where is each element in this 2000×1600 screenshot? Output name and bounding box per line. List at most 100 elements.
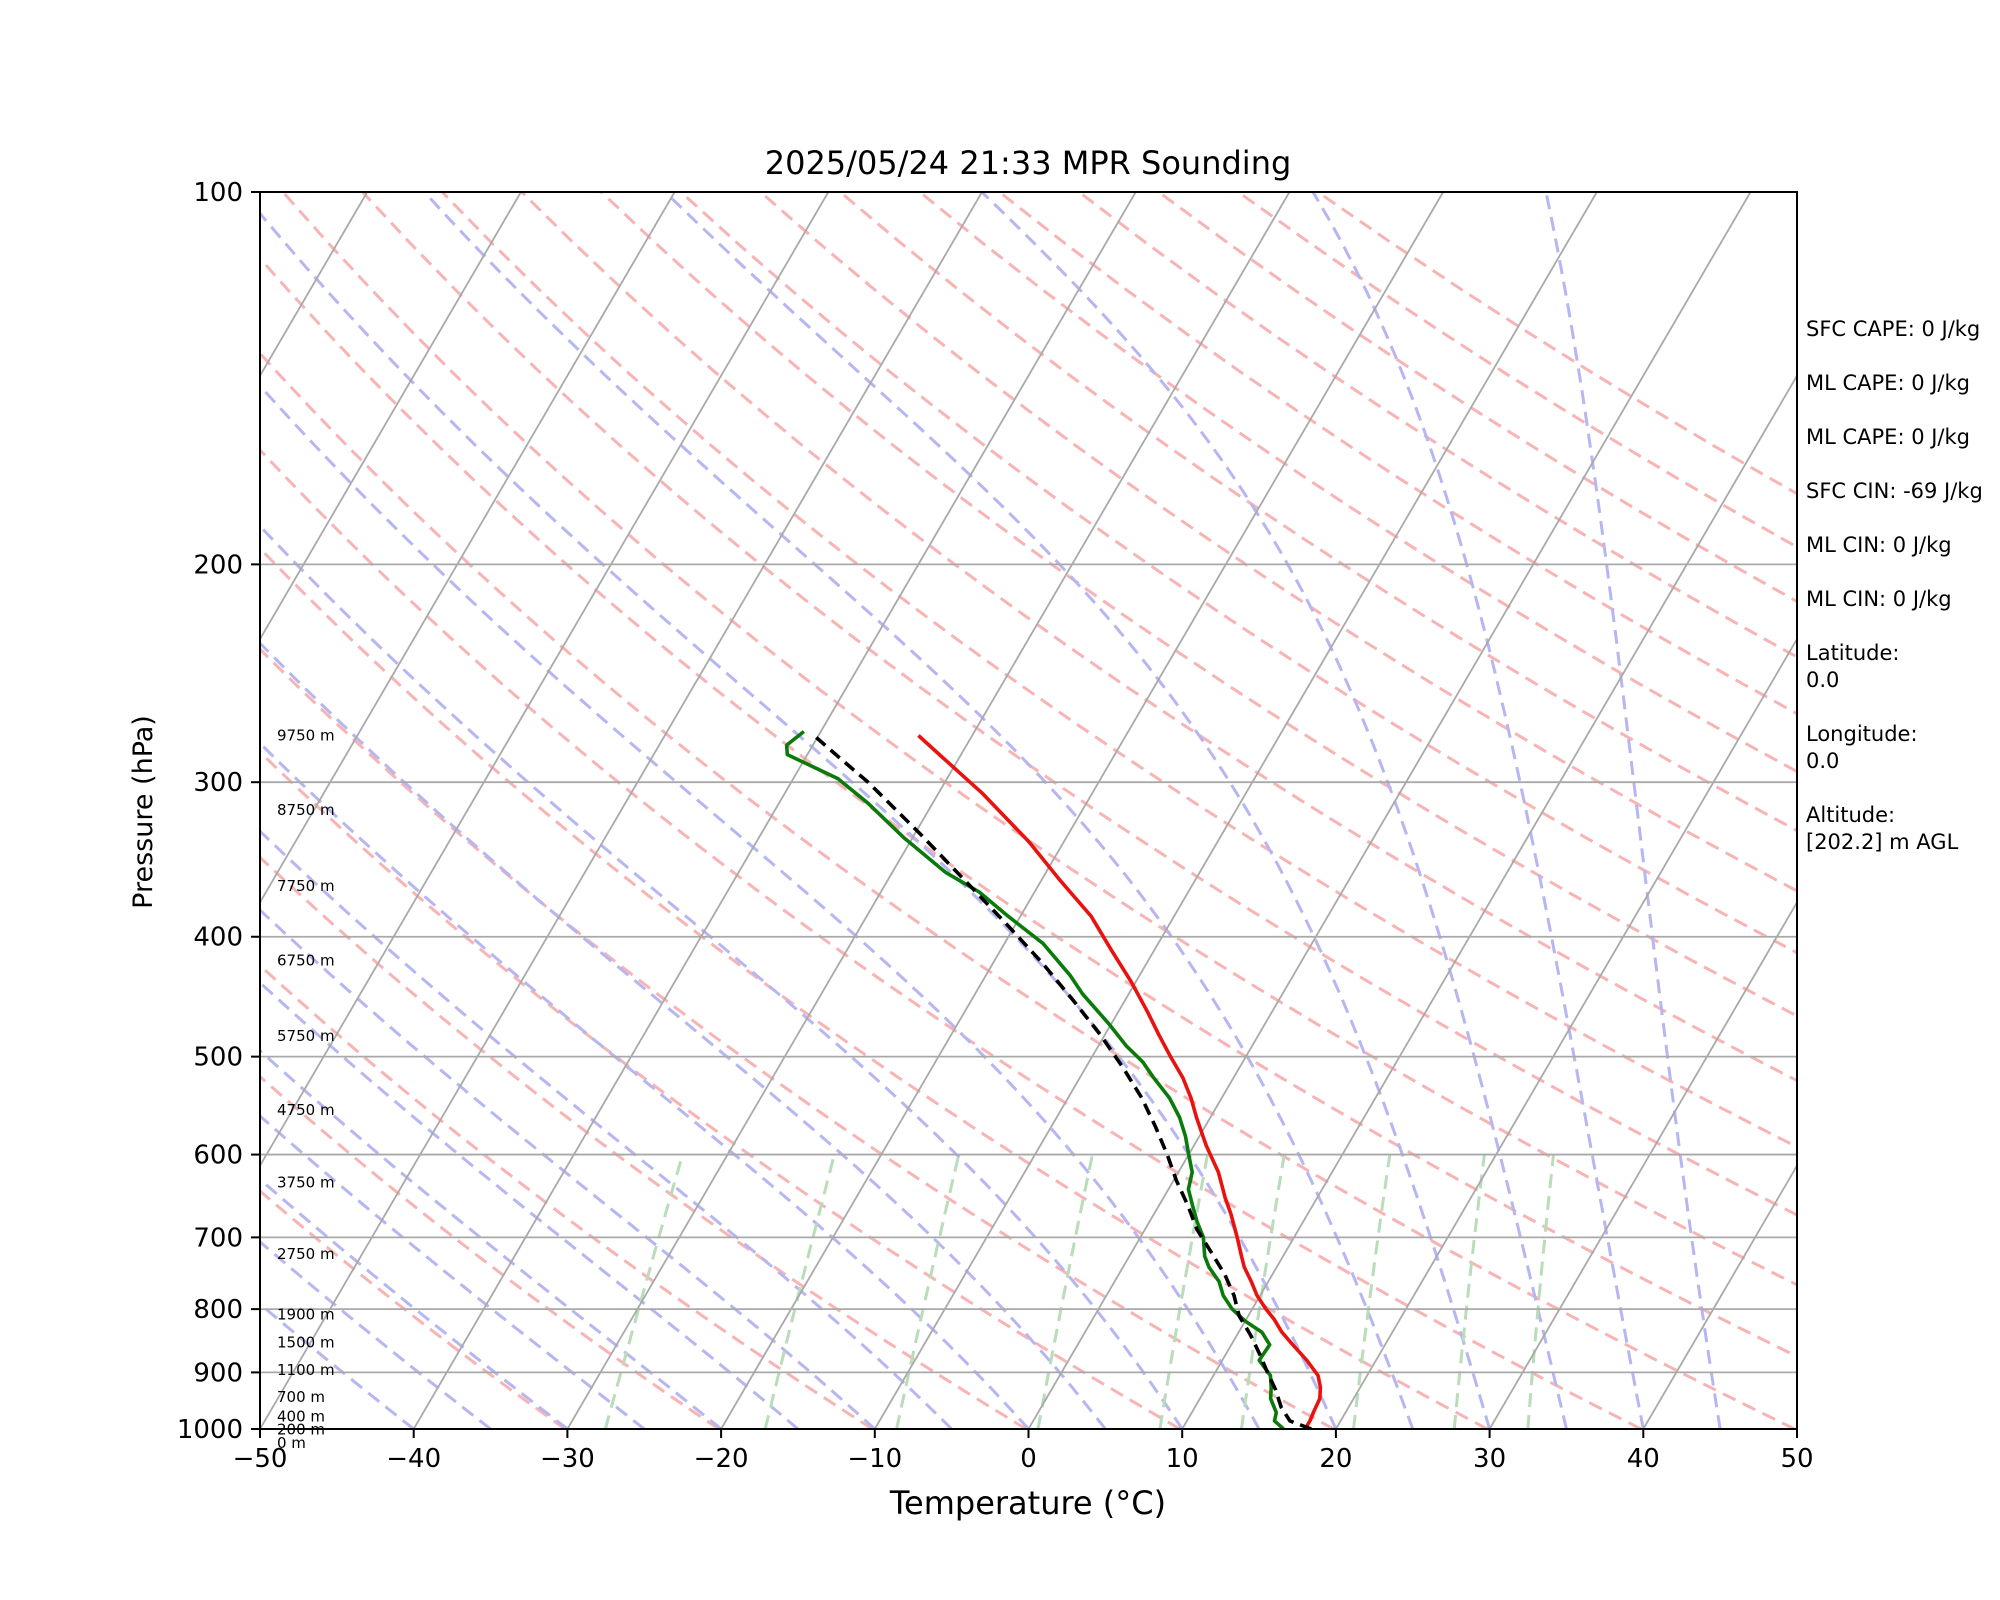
x-tick-label: 0 xyxy=(1020,1444,1037,1474)
height-label: 0 m xyxy=(277,1434,306,1452)
dry-adiabat xyxy=(260,256,1797,1359)
sounding-profiles xyxy=(784,730,1323,1429)
isotherm xyxy=(720,192,1444,1429)
dry-adiabat xyxy=(600,192,1797,1018)
x-axis: −50 −40 −30 −20 −10 0 10 20 30 40 50 xyxy=(233,1429,1814,1474)
moist-adiabat xyxy=(423,192,1415,1429)
moist-adiabat xyxy=(260,829,953,1429)
dry-adiabat xyxy=(441,192,1797,1149)
y-tick-label: 500 xyxy=(193,1043,243,1073)
stat-latitude: Latitude: 0.0 xyxy=(1806,641,1900,692)
moist-adiabat xyxy=(260,211,1338,1429)
sounding-stats-panel: SFC CAPE: 0 J/kg ML CAPE: 0 J/kg ML CAPE… xyxy=(1806,316,1996,883)
moist-adiabat xyxy=(980,192,1568,1429)
stat-sfc-cin: SFC CIN: -69 J/kg xyxy=(1806,479,1983,503)
moist-adiabat xyxy=(260,1302,415,1429)
x-tick-label: 50 xyxy=(1780,1444,1813,1474)
x-axis-label: Temperature (°C) xyxy=(889,1484,1166,1522)
moist-adiabat xyxy=(260,523,1184,1429)
moist-adiabat xyxy=(1311,192,1645,1429)
temperature-profile xyxy=(917,734,1323,1429)
dry-adiabat xyxy=(260,963,874,1429)
y-tick-label: 300 xyxy=(193,768,243,798)
mixing-ratio-line xyxy=(1526,1154,1555,1429)
isotherm xyxy=(260,192,676,905)
dewpoint-profile xyxy=(784,730,1285,1429)
isotherm xyxy=(260,192,522,641)
stat-ml-cape-2: ML CAPE: 0 J/kg xyxy=(1806,425,1971,449)
y-tick-label: 400 xyxy=(193,923,243,953)
moist-adiabat xyxy=(260,741,1030,1429)
dry-adiabat xyxy=(281,192,1797,1287)
mixing-ratio-line xyxy=(1036,1154,1094,1429)
x-tick-label: −20 xyxy=(694,1444,749,1474)
stat-ml-cin: ML CIN: 0 J/kg xyxy=(1806,533,1952,557)
stat-ml-cape: ML CAPE: 0 J/kg xyxy=(1806,371,1971,395)
moist-adiabat xyxy=(260,641,1107,1429)
y-axis-label: Pressure (hPa) xyxy=(128,715,159,909)
x-tick-label: 40 xyxy=(1627,1444,1660,1474)
y-tick-label: 900 xyxy=(193,1358,243,1388)
y-tick-label: 200 xyxy=(193,550,243,580)
height-label: 400 m xyxy=(277,1407,325,1425)
height-label: 3750 m xyxy=(277,1173,335,1191)
dry-adiabat xyxy=(998,192,1797,716)
height-label: 2750 m xyxy=(277,1245,335,1263)
dry-adiabat xyxy=(260,855,1027,1429)
x-tick-label: −30 xyxy=(540,1444,595,1474)
height-label: 700 m xyxy=(277,1388,325,1406)
dry-adiabat xyxy=(361,192,1797,1217)
moist-adiabat xyxy=(664,192,1492,1429)
moist-adiabat xyxy=(260,1239,492,1429)
isotherm xyxy=(0,192,214,1429)
height-label: 1100 m xyxy=(277,1361,335,1379)
plot-frame xyxy=(259,191,1798,1430)
dry-adiabat xyxy=(839,192,1797,833)
y-axis: 100 200 300 400 500 600 700 800 900 1000 xyxy=(177,178,260,1445)
stat-altitude: Altitude: [202.2] m AGL xyxy=(1806,803,1959,854)
stat-ml-cin-2: ML CIN: 0 J/kg xyxy=(1806,587,1952,611)
height-label: 4750 m xyxy=(277,1101,335,1119)
y-tick-label: 600 xyxy=(193,1141,243,1171)
reference-lines xyxy=(0,192,1797,1429)
stat-longitude: Longitude: 0.0 xyxy=(1806,722,1918,773)
isotherm xyxy=(1642,1163,1797,1429)
parcel-profile xyxy=(812,734,1312,1429)
moist-adiabat xyxy=(260,383,1261,1429)
x-tick-label: −10 xyxy=(847,1444,902,1474)
height-label: 8750 m xyxy=(277,801,335,819)
dry-adiabat xyxy=(260,351,1796,1429)
isotherm xyxy=(412,192,1137,1429)
moist-adiabat xyxy=(260,1048,723,1429)
dry-adiabat xyxy=(260,447,1642,1429)
x-tick-label: −50 xyxy=(233,1444,288,1474)
dry-adiabat xyxy=(260,749,1181,1429)
height-label: 5750 m xyxy=(277,1027,335,1045)
y-tick-label: 100 xyxy=(193,178,243,208)
chart-title: 2025/05/24 21:33 MPR Sounding xyxy=(765,144,1292,182)
dry-adiabat xyxy=(520,192,1797,1083)
mixing-ratio-line xyxy=(1452,1154,1486,1429)
isotherm xyxy=(1181,373,1797,1429)
height-label: 1900 m xyxy=(277,1305,335,1323)
height-labels: 9750 m 8750 m 7750 m 6750 m 5750 m 4750 m 3750… xyxy=(277,726,335,1451)
x-tick-label: 10 xyxy=(1166,1444,1199,1474)
height-label: 7750 m xyxy=(277,877,335,895)
x-tick-label: 30 xyxy=(1473,1444,1506,1474)
moist-adiabat xyxy=(260,1177,569,1429)
dry-adiabat xyxy=(260,647,1335,1429)
isotherm xyxy=(260,192,830,1168)
y-tick-label: 1000 xyxy=(177,1415,243,1445)
y-tick-label: 700 xyxy=(193,1223,243,1253)
moist-adiabat xyxy=(260,1113,646,1429)
stat-sfc-cape: SFC CAPE: 0 J/kg xyxy=(1806,317,1981,341)
height-label: 6750 m xyxy=(277,951,335,969)
isotherm xyxy=(874,192,1598,1429)
x-tick-label: 20 xyxy=(1319,1444,1352,1474)
isotherm xyxy=(260,192,983,1429)
moist-adiabat xyxy=(1544,192,1722,1429)
height-label: 1500 m xyxy=(277,1333,335,1351)
pressure-gridlines xyxy=(260,192,1797,1429)
isotherm xyxy=(1027,192,1752,1429)
